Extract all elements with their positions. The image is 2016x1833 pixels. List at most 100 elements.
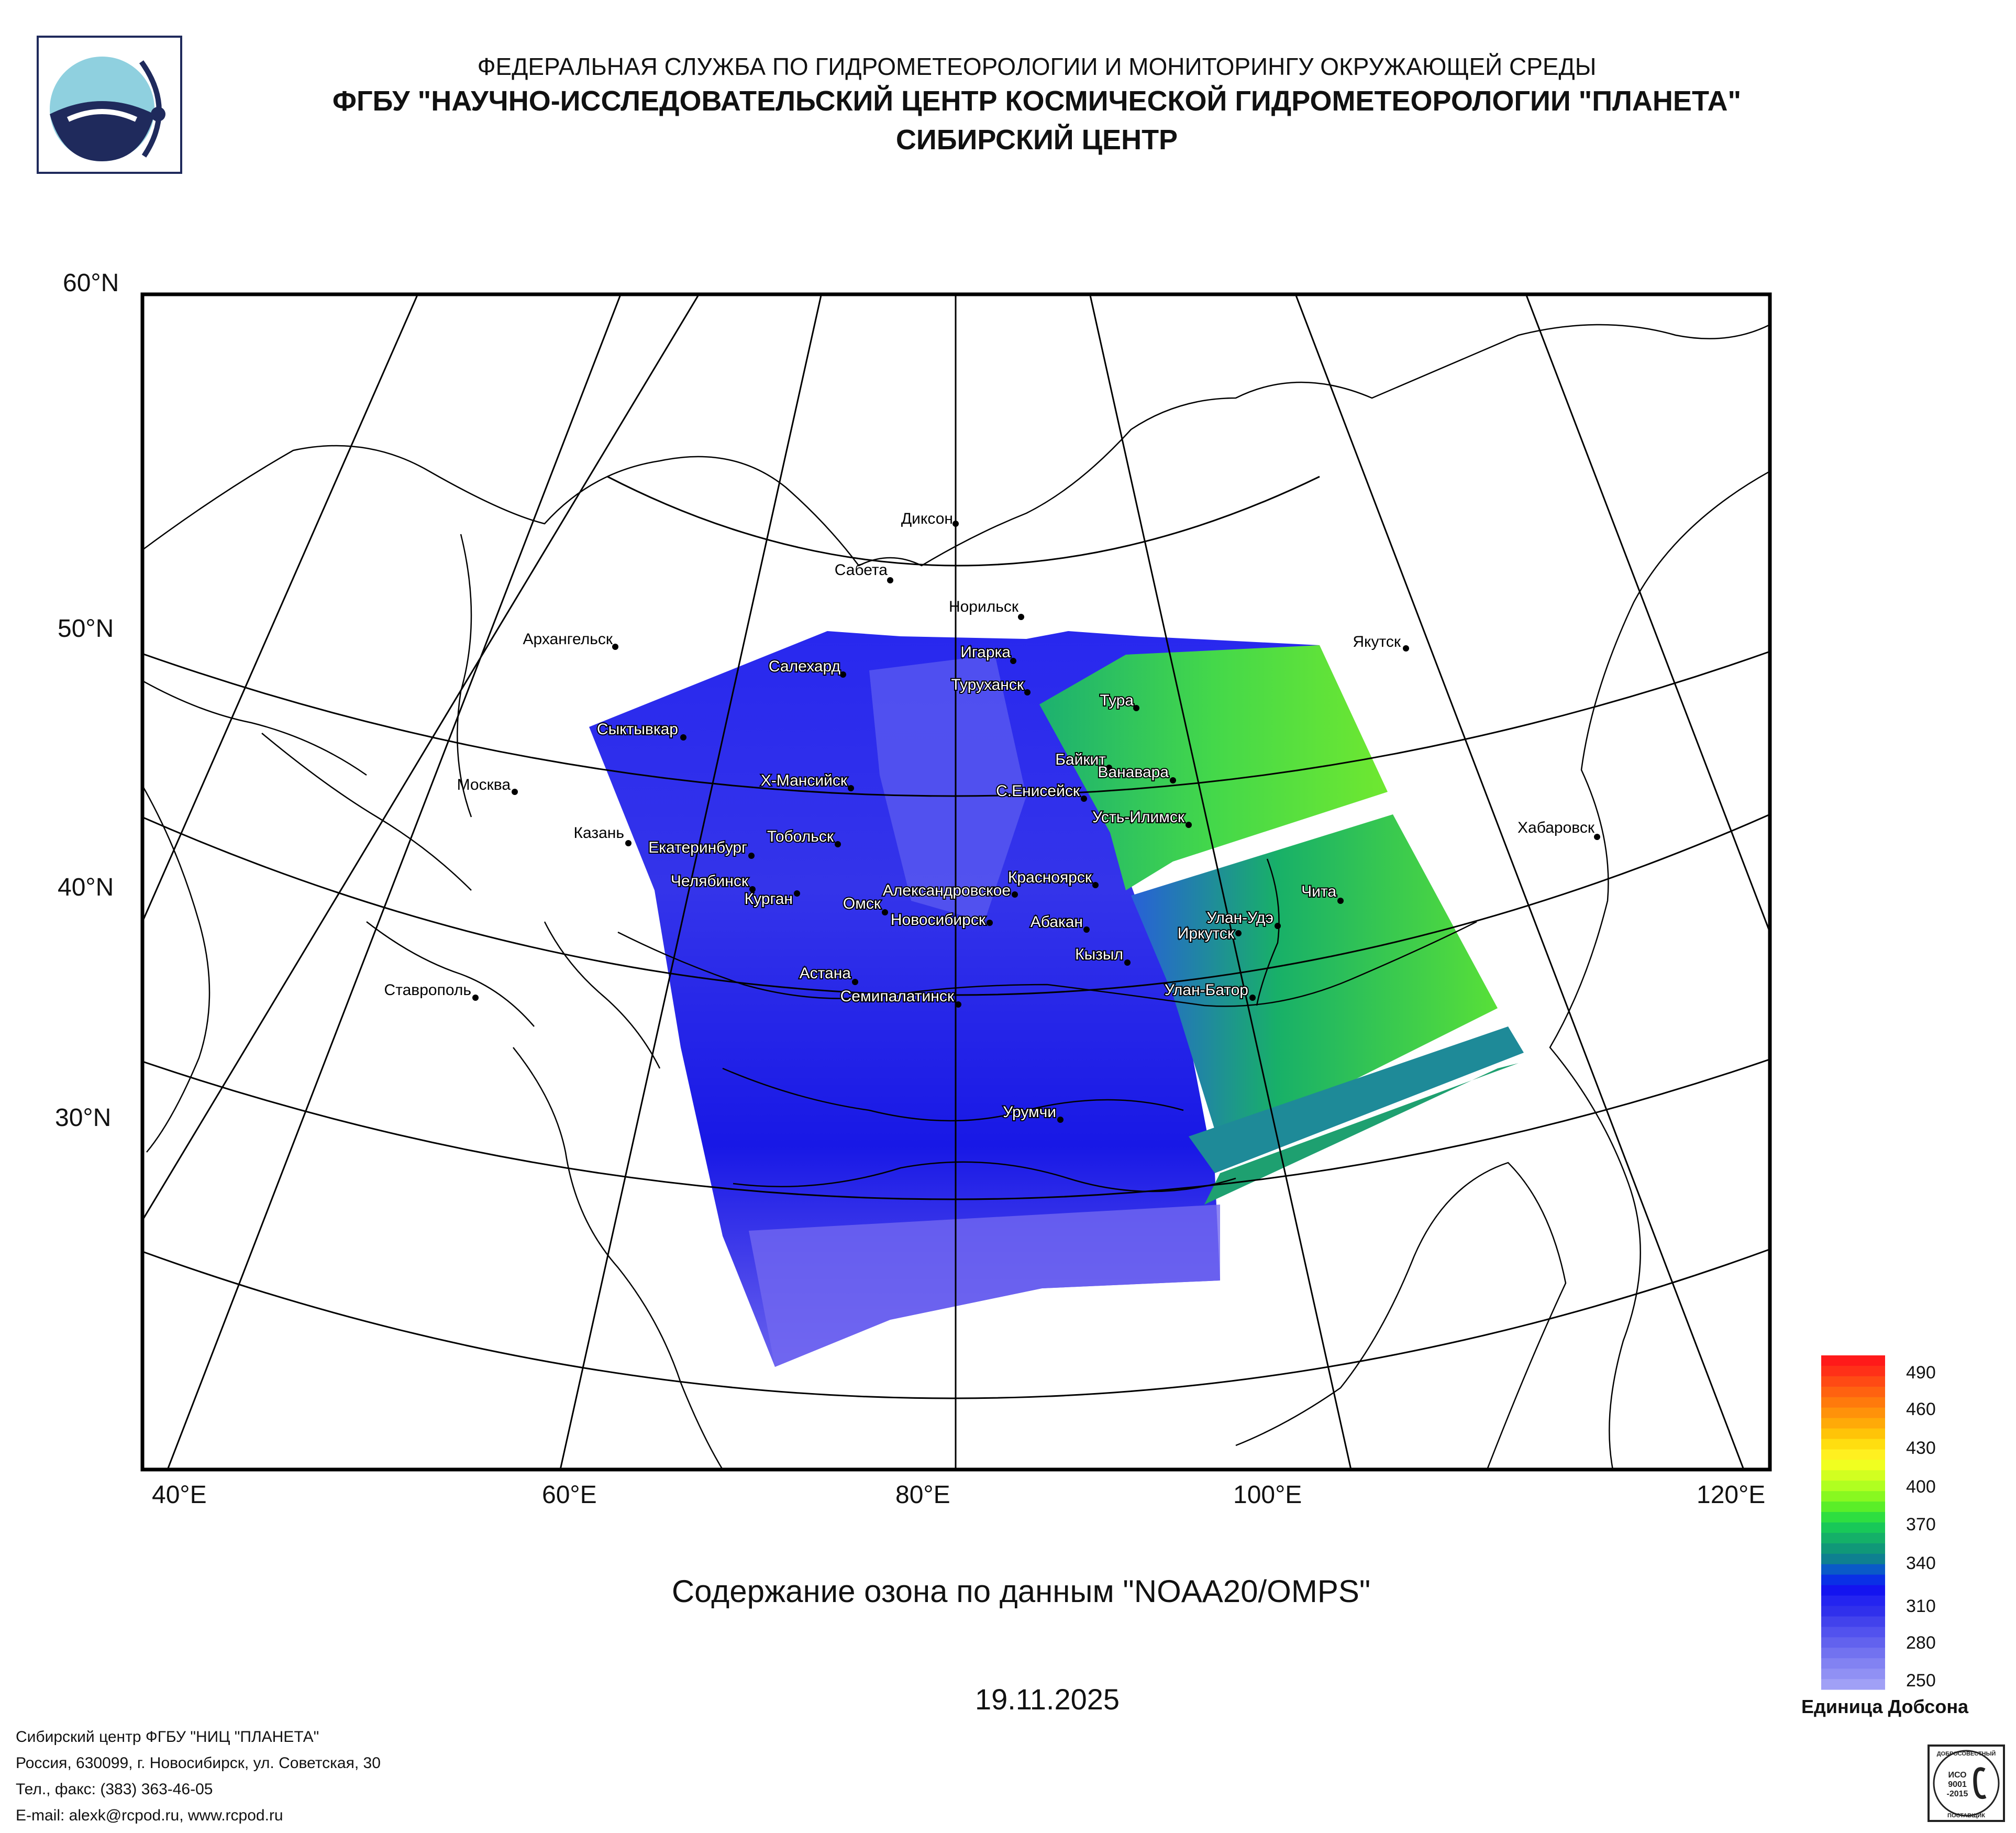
colorbar: 490 460 430 400 370 340 310 280 250 (1821, 1355, 1936, 1691)
city-label: Новосибирск (891, 911, 986, 929)
city-dot (840, 671, 846, 678)
city-label: Игарка (960, 644, 1011, 661)
lon-label-60e: 60°E (542, 1481, 597, 1509)
planeta-logo (37, 36, 182, 174)
colorbar-swatch (1821, 1460, 1885, 1471)
city-dot (1081, 796, 1087, 802)
colorbar-tick: 340 (1906, 1553, 1936, 1573)
city-dot (1403, 645, 1409, 652)
city-label: Чита (1301, 883, 1336, 900)
city-dot (848, 785, 854, 791)
map-date: 19.11.2025 (974, 1683, 1120, 1716)
city-dot (1018, 614, 1024, 620)
ozone-swath-green-north (1039, 645, 1388, 890)
map-frame (140, 292, 1772, 1472)
colorbar-swatch (1821, 1449, 1885, 1460)
colorbar-swatch (1821, 1501, 1885, 1512)
colorbar-tick: 460 (1906, 1399, 1936, 1419)
footer-address: Россия, 630099, г. Новосибирск, ул. Сове… (16, 1754, 381, 1772)
city-dot (1249, 995, 1256, 1001)
city-dot (955, 1001, 961, 1008)
colorbar-unit: Единица Добсона (1801, 1696, 1969, 1717)
city-label: Х-Мансийск (761, 772, 848, 789)
svg-text:ИСО: ИСО (1948, 1771, 1966, 1780)
city-dot (987, 920, 993, 926)
colorbar-swatch (1821, 1658, 1885, 1669)
colorbar-swatch (1821, 1397, 1885, 1408)
colorbar-swatch (1821, 1564, 1885, 1575)
city-label: Диксон (901, 510, 953, 527)
lat-label-50n: 50°N (58, 615, 114, 643)
city-dot (749, 886, 756, 892)
lon-label-100e: 100°E (1233, 1481, 1302, 1509)
svg-text:ДОБРОСОВЕСТНЫЙ: ДОБРОСОВЕСТНЫЙ (1937, 1750, 1996, 1757)
city-label: Усть-Илимск (1092, 809, 1185, 826)
lat-label-40n: 40°N (58, 874, 114, 901)
lat-label-60n: 60°N (63, 269, 119, 297)
city-label: Кызыл (1075, 946, 1123, 963)
city-dot (835, 841, 841, 847)
city-dot (1133, 705, 1139, 711)
city-dot (1106, 765, 1112, 771)
city-dot (680, 734, 686, 741)
map-body (142, 294, 1770, 1470)
city-dot (625, 840, 632, 846)
city-dot (748, 853, 755, 859)
header-agency: ФЕДЕРАЛЬНАЯ СЛУЖБА ПО ГИДРОМЕТЕОРОЛОГИИ … (477, 53, 1597, 80)
map-caption: Содержание озона по данным "NOAA20/OMPS" (671, 1574, 1371, 1609)
city-dot (1083, 926, 1090, 933)
colorbar-swatch (1821, 1365, 1885, 1377)
colorbar-swatch (1821, 1585, 1885, 1596)
city-dot (1010, 658, 1016, 664)
colorbar-swatch (1821, 1386, 1885, 1398)
city-label: Курган (745, 890, 793, 908)
city-label: Норильск (949, 598, 1019, 615)
city-dot (1337, 898, 1344, 904)
graticule (142, 294, 1770, 1470)
colorbar-swatch (1821, 1491, 1885, 1502)
city-dot (1275, 923, 1281, 929)
colorbar-tick: 490 (1906, 1363, 1936, 1383)
city-dot (882, 909, 888, 915)
colorbar-swatch (1821, 1543, 1885, 1554)
city-dot (952, 521, 959, 527)
colorbar-swatch (1821, 1679, 1885, 1690)
city-dot (887, 577, 893, 583)
colorbar-swatch (1821, 1616, 1885, 1627)
lon-label-40e: 40°E (152, 1481, 207, 1509)
city-label: Ванавара (1098, 764, 1169, 781)
city-dot (794, 890, 800, 897)
footer-contacts: Сибирский центр ФГБУ "НИЦ "ПЛАНЕТА" Росс… (16, 1724, 381, 1829)
colorbar-swatch (1821, 1606, 1885, 1617)
city-label: Салехард (769, 658, 840, 675)
footer-org: Сибирский центр ФГБУ "НИЦ "ПЛАНЕТА" (16, 1728, 319, 1746)
city-label: Улан-Удэ (1206, 909, 1273, 926)
city-dot (1024, 689, 1031, 695)
city-label: Хабаровск (1517, 819, 1595, 836)
city-label: Челябинск (671, 873, 749, 890)
city-dot (1124, 959, 1131, 966)
colorbar-swatch (1821, 1522, 1885, 1533)
colorbar-swatch (1821, 1553, 1885, 1565)
svg-text:9001: 9001 (1948, 1780, 1967, 1789)
colorbar-swatch (1821, 1512, 1885, 1523)
city-dot (472, 995, 479, 1001)
city-label: Александровское (883, 882, 1011, 899)
colorbar-swatch (1821, 1669, 1885, 1680)
colorbar-swatch (1821, 1532, 1885, 1544)
colorbar-tick: 430 (1906, 1438, 1936, 1458)
header-center: СИБИРСКИЙ ЦЕНТР (895, 124, 1178, 156)
city-dot (1186, 822, 1192, 828)
colorbar-swatch (1821, 1439, 1885, 1450)
city-label: Тобольск (767, 828, 834, 845)
city-label: Семипалатинск (840, 988, 955, 1005)
colorbar-swatch (1821, 1376, 1885, 1387)
city-dot (1594, 834, 1600, 840)
iso-badge-icon: ДОБРОСОВЕСТНЫЙ ИСО 9001 -2015 ПОСТАВЩИК (1928, 1744, 2005, 1822)
city-dot (512, 789, 518, 795)
svg-text:ПОСТАВЩИК: ПОСТАВЩИК (1947, 1813, 1985, 1819)
city-dot (1235, 930, 1242, 936)
ozone-swath-green-mid (1131, 814, 1498, 1147)
colorbar-swatch (1821, 1627, 1885, 1638)
